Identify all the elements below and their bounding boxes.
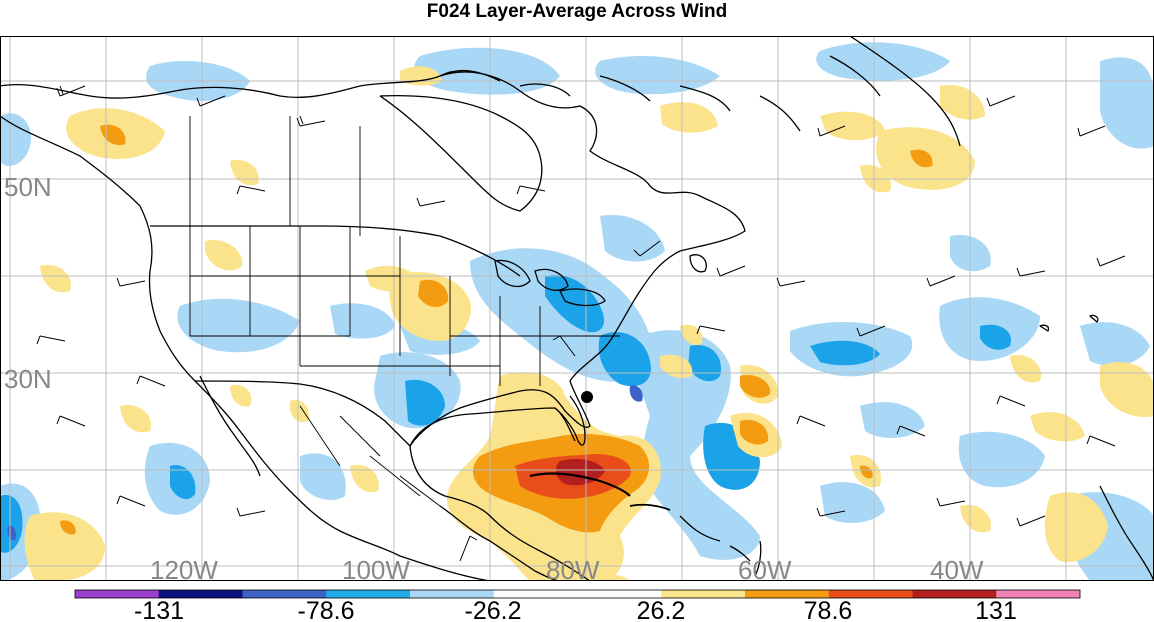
- colorbar-swatch: [828, 590, 913, 598]
- colorbar-tick-4: 26.2: [637, 597, 686, 622]
- colorbar-tick-3: -26.2: [465, 597, 522, 622]
- lon-label-40w: 40W: [930, 555, 984, 581]
- caribbean-islands: [679, 515, 762, 577]
- us-mexico-border: [194, 380, 411, 447]
- colorbar-tick-1: -131: [134, 597, 184, 622]
- colorbar-swatch: [745, 590, 830, 598]
- north-america-coast: [0, 71, 746, 581]
- lon-label-60w: 60W: [738, 555, 792, 581]
- canadian-islands: [439, 55, 881, 132]
- bermuda-azores: [1039, 314, 1099, 332]
- coastlines-and-borders: [0, 36, 1154, 581]
- colorbar-swatch: [410, 590, 495, 598]
- wind-barbs: [36, 85, 1126, 562]
- mexico-states: [299, 405, 441, 507]
- lat-label-50n: 50N: [4, 172, 52, 202]
- florida: [554, 395, 586, 446]
- colorbar-swatch: [996, 590, 1081, 598]
- us-canada-border: [149, 225, 521, 277]
- graticule-grid: [0, 36, 1154, 581]
- storm-center-marker: [581, 391, 593, 403]
- colorbar-swatch: [493, 590, 578, 598]
- central-america: [439, 505, 561, 581]
- us-states: [189, 226, 620, 386]
- map-panel[interactable]: 50N 30N 120W 100W 80W 60W 40W: [0, 36, 1154, 581]
- colorbar-ticks: -131 -78.6 -26.2 26.2 78.6 131: [134, 597, 1017, 622]
- canada-provinces: [189, 116, 361, 236]
- colorbar-frame: [74, 589, 1081, 599]
- great-lakes: [494, 259, 606, 307]
- colorbar-tick-2: -78.6: [298, 597, 355, 622]
- colorbar: -131 -78.6 -26.2 26.2 78.6 131: [74, 589, 1081, 622]
- colorbar-tick-5: 78.6: [804, 597, 853, 622]
- baja: [199, 375, 261, 477]
- colorbar-tick-6: 131: [975, 597, 1017, 622]
- colorbar-swatch: [577, 590, 662, 598]
- colorbar-swatches: [74, 589, 1081, 599]
- shaded-field-layer: [0, 42, 1154, 581]
- cuba: [529, 472, 631, 497]
- colorbar-swatch: [912, 590, 997, 598]
- lon-label-120w: 120W: [150, 555, 218, 581]
- gulf-coast: [409, 407, 576, 447]
- newfoundland: [689, 254, 707, 273]
- colorbar-swatch: [326, 590, 411, 598]
- hispaniola: [629, 503, 671, 511]
- map-title: F024 Layer-Average Across Wind: [426, 1, 728, 22]
- greenland: [849, 36, 961, 147]
- colorbar-swatch: [242, 590, 327, 598]
- west-africa-coast: [1099, 485, 1154, 581]
- colorbar-swatch: [158, 590, 243, 598]
- colorbar-swatch: [75, 590, 160, 598]
- lat-label-30n: 30N: [4, 364, 52, 394]
- lon-label-100w: 100W: [342, 555, 410, 581]
- hudson-bay: [379, 95, 543, 212]
- lon-label-80w: 80W: [546, 555, 600, 581]
- colorbar-swatch: [661, 590, 746, 598]
